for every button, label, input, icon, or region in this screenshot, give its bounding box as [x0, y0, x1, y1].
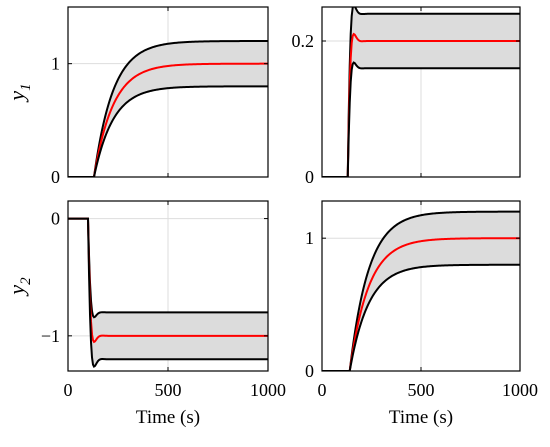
y-tick-label: 1	[51, 54, 60, 74]
uncertainty-band	[322, 211, 520, 371]
y-axis-title-subscript: 2	[18, 277, 34, 285]
panel-bottom-left: −1 0 0 500 1000 Time (s) y2	[4, 200, 286, 428]
y-tick-label: −1	[41, 326, 60, 346]
plot-area	[68, 40, 268, 177]
y-tick-label: 0	[305, 167, 314, 187]
series-line-upper-bound	[322, 7, 520, 177]
x-tick-label: 0	[64, 380, 73, 400]
panel-top-right: 00.2	[292, 6, 521, 187]
series-line-nominal	[68, 217, 268, 344]
y-axis-title-base: y	[4, 91, 29, 103]
y-axis-title-subscript: 1	[18, 83, 34, 91]
uncertainty-band	[68, 218, 268, 367]
x-tick-label: 0	[318, 380, 327, 400]
y-tick-label: 1	[305, 228, 314, 248]
uncertainty-band	[68, 41, 268, 177]
series-line-lower-bound	[68, 217, 268, 368]
x-tick-label: 500	[155, 380, 182, 400]
y-tick-label: 0	[305, 361, 314, 381]
y-axis-title: y1	[4, 83, 34, 102]
series-line-upper-bound	[68, 40, 268, 177]
series-line-lower-bound	[322, 61, 520, 177]
y-axis-title-base: y	[4, 285, 29, 297]
series-line-nominal	[68, 62, 268, 177]
uncertainty-band	[322, 7, 520, 177]
panel-bottom-right: 0 1 0 500 1000 Time (s)	[305, 200, 538, 428]
series-line-upper-bound	[322, 210, 520, 371]
series-line-lower-bound	[322, 263, 520, 371]
x-tick-label: 500	[408, 380, 435, 400]
x-axis-title: Time (s)	[136, 407, 200, 428]
series-line-upper-bound	[68, 217, 268, 319]
plot-area	[68, 217, 268, 368]
x-axis-title: Time (s)	[389, 407, 453, 428]
series-line-lower-bound	[68, 85, 268, 177]
plot-area	[322, 7, 520, 177]
y-tick-label: 0	[51, 209, 60, 229]
y-tick-label: 0	[51, 167, 60, 187]
series-line-nominal	[322, 237, 520, 371]
series-line-nominal	[322, 32, 520, 177]
y-axis-title: y2	[4, 277, 34, 297]
y-tick-label: 0.2	[292, 31, 315, 51]
plot-area	[322, 210, 520, 371]
x-tick-label: 1000	[502, 380, 538, 400]
x-tick-label: 1000	[250, 380, 286, 400]
